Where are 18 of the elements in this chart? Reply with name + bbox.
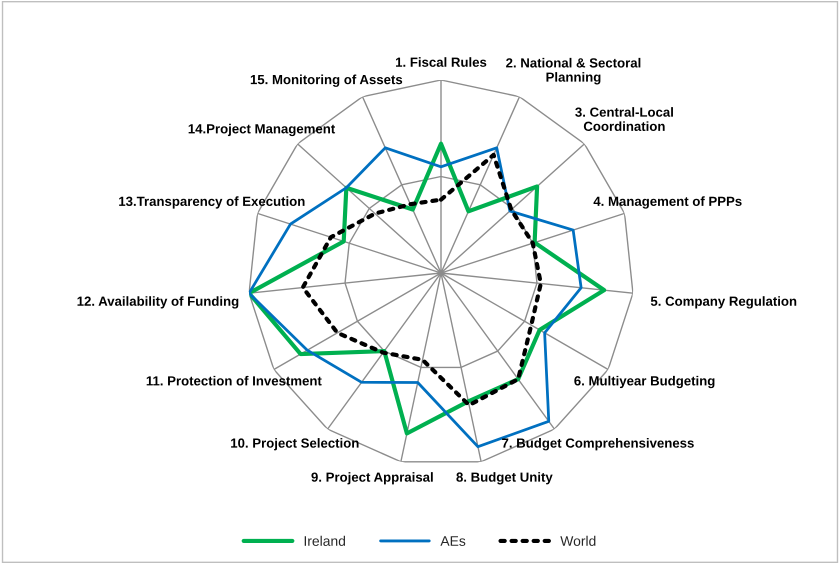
legend-label: AEs [440,536,466,546]
spoke-label: 12. Availability of Funding [78,296,238,309]
legend-label: World [560,536,596,546]
spoke-label: 14.Project Management [188,124,336,136]
spoke-label: 9. Project Appraisal [311,472,433,484]
spoke-label: 11. Protection of Investment [146,376,322,386]
spoke-label: 6. Multiyear Budgeting [574,376,714,388]
spoke-label: 3. Central-Local Coordination [575,107,673,132]
spoke-label: 2. National & Sectoral Planning [506,58,640,84]
spoke-label: 5. Company Regulation [650,296,796,309]
spoke-label: 15. Monitoring of Assets [250,74,402,87]
spoke-label: 13.Transparency of Execution [119,196,304,209]
spoke-label: 8. Budget Unity [456,472,553,484]
spoke-label: 4. Management of PPPs [594,196,742,209]
spoke-label: 1. Fiscal Rules [396,57,486,67]
spoke-label: 10. Project Selection [231,438,359,450]
legend-label: Ireland [304,536,346,546]
spoke-label: 7. Budget Comprehensiveness [502,438,694,450]
